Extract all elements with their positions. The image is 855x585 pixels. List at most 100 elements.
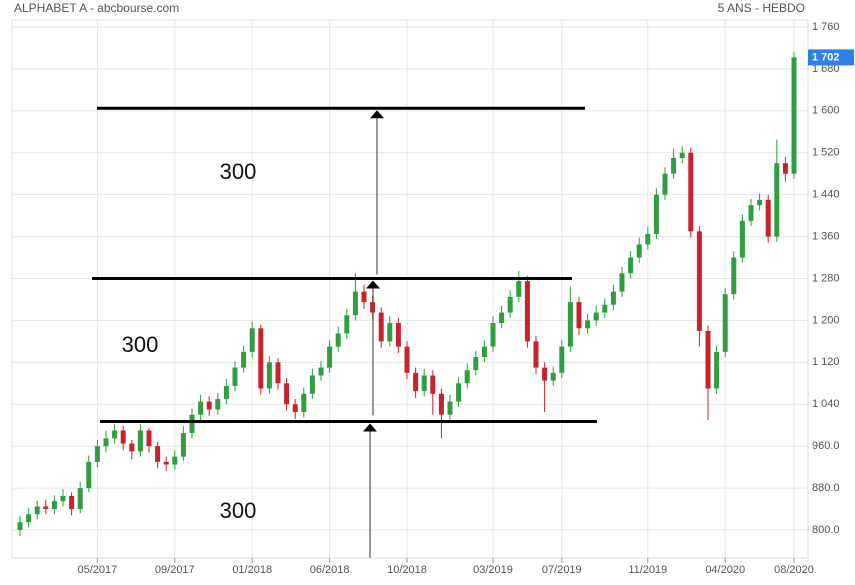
candle-body (395, 323, 401, 347)
candle-body (748, 205, 754, 221)
candle-body (232, 367, 238, 386)
y-tick-label: 1 200 (812, 314, 840, 326)
candle-body (679, 152, 685, 158)
y-tick-label: 1 360 (812, 230, 840, 242)
candle-body (628, 257, 634, 274)
x-tick-label: 01/2018 (232, 564, 272, 576)
candle-body (26, 514, 32, 523)
candle-body (696, 231, 702, 331)
y-tick-label: 1 600 (812, 105, 840, 117)
arrow-head (366, 280, 380, 289)
y-tick-label: 1 680 (812, 63, 840, 75)
candle-body (60, 495, 66, 502)
chart-title: ALPHABET A - abcbourse.com (14, 1, 179, 15)
candle-body (490, 323, 496, 347)
candle-body (430, 375, 436, 394)
candle-body (774, 163, 780, 237)
candle-body (318, 367, 324, 376)
candle-body (602, 304, 608, 313)
plot-frame (11, 19, 809, 559)
candle-body (120, 430, 126, 444)
x-tick-label: 11/2019 (628, 564, 667, 576)
candle-body (172, 456, 178, 465)
candle-body (765, 199, 771, 237)
candle-body (352, 291, 358, 316)
x-tick-label: 04/2020 (705, 564, 745, 576)
candle-body (146, 430, 152, 447)
x-tick-label: 10/2018 (387, 564, 427, 576)
candle-body (619, 273, 625, 292)
candle-body (69, 495, 75, 510)
y-tick-label: 1 760 (812, 21, 840, 33)
candle-body (112, 430, 118, 439)
candle-body (610, 291, 616, 305)
y-tick-label: 1 040 (812, 398, 840, 410)
candle-body (249, 328, 255, 352)
candle-body (739, 220, 745, 258)
candle-body (198, 401, 204, 415)
candle-body (438, 393, 444, 415)
x-tick-label: 06/2018 (310, 564, 350, 576)
candle-body (516, 281, 522, 297)
candle-body (653, 194, 659, 234)
candle-body (524, 281, 530, 342)
candle-body (361, 291, 367, 303)
candle-body (567, 302, 573, 347)
candle-body (43, 506, 49, 510)
candle-body (137, 430, 143, 452)
candle-body (344, 315, 350, 334)
candle-body (722, 294, 728, 352)
candle-body (636, 244, 642, 258)
candle-body (481, 346, 487, 358)
candle-body (292, 404, 298, 413)
candle-body (258, 328, 264, 389)
candle-body (791, 57, 797, 174)
candle-body (731, 257, 737, 295)
candle-body (593, 312, 599, 321)
y-tick-label: 1 280 (812, 272, 840, 284)
candle-body (671, 157, 677, 174)
annotation: 300 (220, 159, 257, 184)
y-tick-label: 880.0 (812, 482, 840, 494)
candle-body (94, 446, 100, 462)
candle-body (542, 367, 548, 381)
candle-body (284, 383, 290, 405)
candle-body (559, 346, 565, 373)
candle-body (705, 330, 711, 389)
y-tick-label: 800.0 (812, 524, 840, 536)
chart-subtitle: 5 ANS - HEBDO (718, 1, 805, 15)
candle-body (447, 401, 453, 415)
y-tick-label: 1 520 (812, 147, 840, 159)
x-tick-label: 05/2017 (78, 564, 118, 576)
candle-body (189, 414, 195, 434)
candle-body (266, 362, 272, 389)
candle-body (533, 341, 539, 368)
candle-body (215, 399, 221, 410)
candle-body (413, 372, 419, 392)
y-tick-label: 1 120 (812, 356, 840, 368)
y-tick-label: 1 440 (812, 189, 840, 201)
candle-body (51, 501, 57, 510)
candle-body (86, 461, 92, 489)
annotation: 300 (220, 498, 257, 523)
candle-body (714, 351, 720, 389)
last-price-badge (808, 49, 854, 66)
candle-body (378, 312, 384, 342)
candle-body (206, 401, 212, 410)
arrow-head (363, 423, 377, 432)
candle-body (473, 357, 479, 371)
candle-body (507, 296, 513, 313)
candle-body (155, 446, 161, 462)
y-tick-label: 960.0 (812, 440, 840, 452)
candle-body (499, 312, 505, 324)
candle-body (335, 333, 341, 347)
arrow-head (370, 110, 384, 119)
candle-body (688, 152, 694, 232)
x-tick-label: 07/2019 (542, 564, 582, 576)
candle-body (456, 383, 462, 402)
candle-body (309, 375, 315, 394)
last-price-label: 1 702 (812, 51, 840, 63)
candle-body (662, 173, 668, 195)
